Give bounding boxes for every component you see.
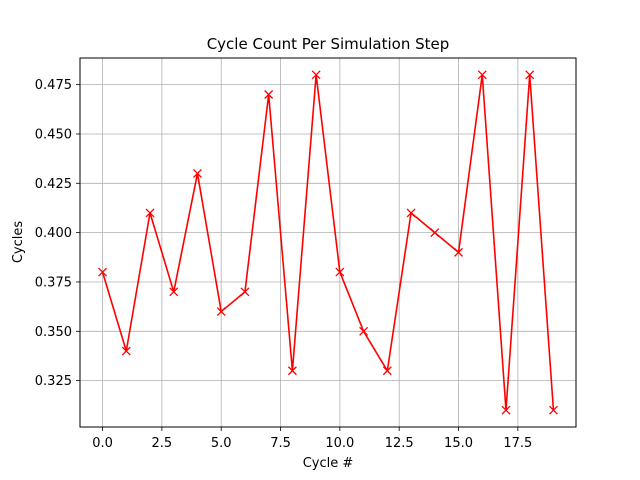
chart-title: Cycle Count Per Simulation Step bbox=[207, 35, 450, 53]
x-tick-label: 17.5 bbox=[503, 436, 532, 451]
y-tick-label: 0.325 bbox=[35, 374, 72, 389]
data-point bbox=[359, 326, 369, 336]
data-point bbox=[311, 70, 321, 80]
data-point bbox=[548, 405, 558, 415]
x-tick-label: 5.0 bbox=[211, 436, 232, 451]
data-point bbox=[525, 70, 535, 80]
data-point bbox=[145, 208, 155, 218]
data-point bbox=[121, 346, 131, 356]
x-tick-label: 2.5 bbox=[152, 436, 173, 451]
y-tick-label: 0.475 bbox=[35, 78, 72, 93]
y-axis-title: Cycles bbox=[11, 221, 26, 264]
x-tick-label: 10.0 bbox=[325, 436, 354, 451]
plot-frame bbox=[79, 57, 577, 428]
grid bbox=[80, 58, 576, 427]
y-tick-label: 0.400 bbox=[35, 226, 72, 241]
data-point bbox=[169, 287, 179, 297]
data-point bbox=[240, 287, 250, 297]
data-point bbox=[501, 405, 511, 415]
x-tick-label: 7.5 bbox=[270, 436, 291, 451]
data-point bbox=[335, 267, 345, 277]
x-axis-title: Cycle # bbox=[303, 456, 354, 471]
data-point bbox=[264, 90, 274, 99]
data-point bbox=[287, 366, 297, 376]
data-point bbox=[216, 307, 226, 317]
x-tick-label: 0.0 bbox=[92, 436, 113, 451]
data-point bbox=[430, 228, 440, 238]
series-layer bbox=[98, 70, 558, 415]
x-tick-label: 15.0 bbox=[444, 436, 473, 451]
y-tick-label: 0.350 bbox=[35, 325, 72, 340]
data-point bbox=[477, 70, 487, 80]
data-point bbox=[454, 247, 463, 257]
data-point bbox=[406, 208, 416, 218]
y-tick-label: 0.375 bbox=[35, 275, 72, 290]
series-line bbox=[101, 73, 555, 412]
y-tick-label: 0.450 bbox=[35, 127, 72, 142]
y-tick-label: 0.425 bbox=[35, 177, 72, 192]
data-point bbox=[193, 168, 202, 178]
ticks: 0.0 2.5 5.0 7.5 10.0 12.5 15.0 17.5 0.325 0.350 0.… bbox=[35, 78, 533, 451]
data-point bbox=[98, 267, 108, 277]
data-point bbox=[382, 366, 392, 376]
x-tick-label: 12.5 bbox=[385, 436, 414, 451]
